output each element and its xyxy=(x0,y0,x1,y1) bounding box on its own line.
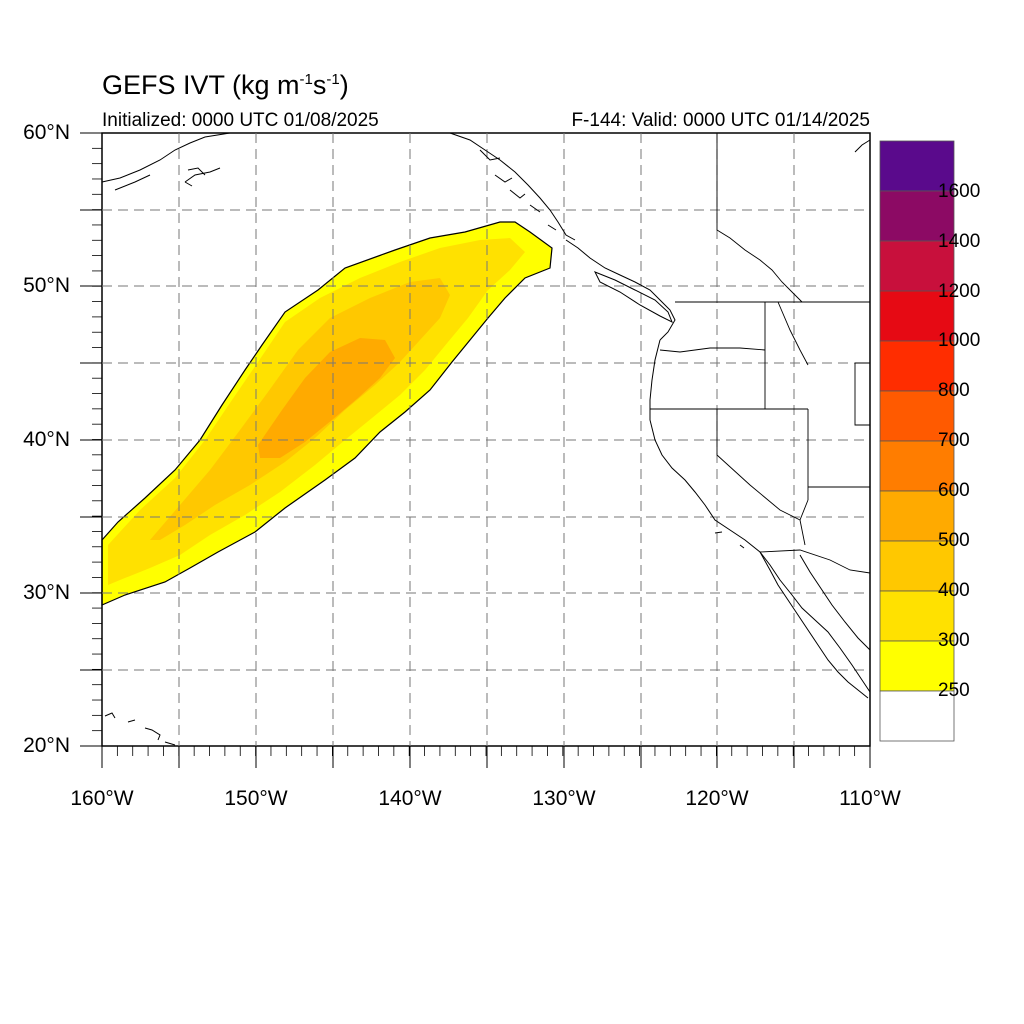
wy-border xyxy=(854,362,870,426)
colorbar-box xyxy=(879,690,955,742)
lon-label-110w: 110°W xyxy=(839,787,901,810)
init-time-label: Initialized: 0000 UTC 01/08/2025 xyxy=(102,110,379,131)
colorbar-box xyxy=(879,440,955,492)
colorbar xyxy=(879,140,955,742)
gulf-of-california xyxy=(799,554,871,651)
lon-label-130w: 130°W xyxy=(532,787,596,810)
wa-or-border xyxy=(659,347,766,353)
vancouver-island xyxy=(593,271,673,324)
coastlines xyxy=(101,132,871,746)
colorbar-box xyxy=(879,540,955,592)
alaska-canada-border xyxy=(716,133,803,303)
colorbar-label-1000: 1000 xyxy=(938,330,981,351)
lat-label-40n: 40°N xyxy=(23,428,70,451)
lat-label-60n: 60°N xyxy=(23,121,70,144)
lat-label-30n: 30°N xyxy=(23,581,70,604)
colorbar-box xyxy=(879,390,955,442)
lon-label-160w: 160°W xyxy=(70,787,134,810)
lon-label-120w: 120°W xyxy=(685,787,749,810)
lon-label-150w: 150°W xyxy=(224,787,288,810)
colorbar-box xyxy=(879,290,955,342)
us-mexico-border xyxy=(759,549,871,574)
ca-nv-border xyxy=(716,409,801,521)
colorbar-label-300: 300 xyxy=(938,630,970,651)
colorbar-label-1200: 1200 xyxy=(938,281,981,302)
east-edge-coast xyxy=(854,139,871,153)
colorbar-label-800: 800 xyxy=(938,380,970,401)
colorbar-box xyxy=(879,640,955,692)
colorbar-box xyxy=(879,340,955,392)
colorbar-label-1400: 1400 xyxy=(938,231,981,252)
colorbar-label-500: 500 xyxy=(938,530,970,551)
colorbar-label-250: 250 xyxy=(938,680,970,701)
canada-coast xyxy=(565,239,676,341)
alaska-coast xyxy=(101,132,576,241)
ivt-contour-500 xyxy=(258,338,395,458)
lat-label-50n: 50°N xyxy=(23,274,70,297)
colorbar-label-600: 600 xyxy=(938,480,970,501)
az-border xyxy=(799,499,809,546)
channel-islands xyxy=(714,531,745,549)
colorbar-label-400: 400 xyxy=(938,580,970,601)
valid-time-label: F-144: Valid: 0000 UTC 01/14/2025 xyxy=(571,110,870,131)
colorbar-label-1600: 1600 xyxy=(938,181,981,202)
idaho-border xyxy=(764,301,809,409)
colorbar-box xyxy=(879,190,955,242)
hawaii-islands xyxy=(104,712,176,746)
alaska-islands xyxy=(479,149,557,231)
lat-label-20n: 20°N xyxy=(23,734,70,757)
political-borders xyxy=(650,133,871,574)
nw-islands xyxy=(184,167,206,187)
lat-lon-grid xyxy=(102,133,870,746)
colorbar-label-700: 700 xyxy=(938,430,970,451)
lon-label-140w: 140°W xyxy=(378,787,442,810)
colorbar-box xyxy=(879,140,955,192)
minor-ticks xyxy=(92,132,871,756)
us-west-coast xyxy=(649,339,871,693)
baja-peninsula xyxy=(759,551,869,699)
ivt-plume xyxy=(101,221,553,606)
plot-title: GEFS IVT (kg m-1s-1) xyxy=(102,70,349,100)
